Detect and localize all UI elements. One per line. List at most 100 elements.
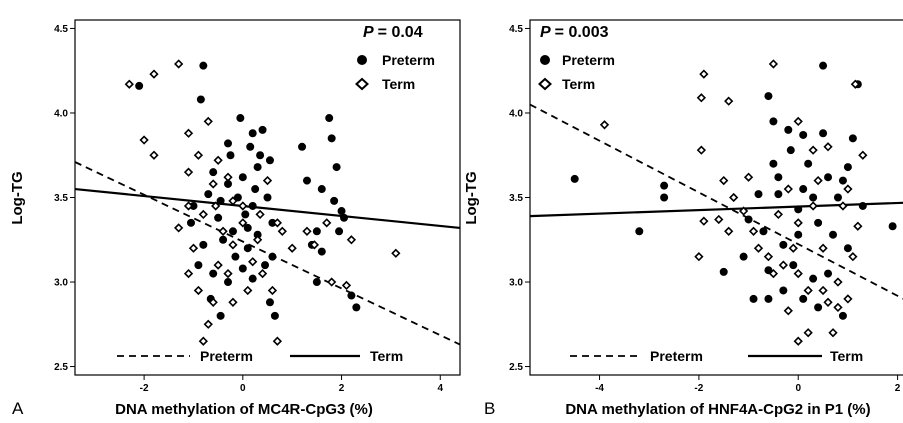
data-point-preterm-b bbox=[819, 129, 828, 138]
data-point-preterm-a bbox=[216, 196, 225, 205]
data-point-preterm-a bbox=[298, 142, 307, 151]
data-point-term-a bbox=[252, 235, 263, 245]
data-point-term-b bbox=[699, 216, 709, 226]
data-point-preterm-a bbox=[317, 247, 326, 256]
data-point-term-b bbox=[813, 175, 823, 186]
data-point-preterm-a bbox=[236, 114, 245, 123]
data-point-preterm-b bbox=[794, 230, 803, 239]
data-point-term-a bbox=[211, 201, 221, 211]
data-point-term-b bbox=[729, 192, 739, 203]
data-point-term-a bbox=[309, 240, 320, 250]
x-tick-label-b: -4 bbox=[595, 383, 604, 394]
y-tick-label-a: 4.0 bbox=[54, 108, 68, 119]
data-point-term-b bbox=[803, 328, 813, 338]
data-point-term-a bbox=[238, 201, 248, 211]
data-point-term-a bbox=[272, 218, 283, 228]
y-tick-label-b: 4.0 bbox=[509, 108, 523, 119]
data-point-preterm-a bbox=[332, 163, 341, 172]
data-point-preterm-b bbox=[754, 190, 763, 199]
data-point-preterm-b bbox=[719, 267, 728, 276]
x-axis-title-b: DNA methylation of HNF4A-CpG2 in P1 (%) bbox=[565, 401, 870, 418]
legend-bottom-preterm-b: Preterm bbox=[650, 348, 703, 364]
data-point-preterm-a bbox=[246, 142, 255, 151]
data-point-preterm-b bbox=[843, 244, 852, 253]
fit-lines-a bbox=[74, 161, 461, 346]
data-point-preterm-b bbox=[764, 92, 773, 101]
data-point-term-b bbox=[848, 252, 858, 262]
data-point-term-a bbox=[391, 248, 401, 258]
data-point-preterm-a bbox=[219, 235, 228, 244]
data-point-preterm-b bbox=[804, 159, 813, 168]
data-point-term-a bbox=[302, 226, 312, 236]
data-point-preterm-b bbox=[660, 193, 669, 202]
data-point-term-b bbox=[818, 285, 828, 296]
data-point-preterm-b bbox=[799, 185, 808, 194]
legend-marker-preterm-a bbox=[357, 55, 367, 65]
plot-frame-b bbox=[529, 19, 903, 376]
data-point-preterm-b bbox=[779, 240, 788, 249]
data-point-preterm-a bbox=[238, 264, 247, 273]
data-point-preterm-a bbox=[327, 134, 336, 143]
x-axis-ticks-a: -2 0 2 4 bbox=[140, 375, 443, 394]
data-point-term-b bbox=[793, 268, 803, 279]
data-point-preterm-b bbox=[809, 274, 818, 283]
data-point-term-b bbox=[748, 226, 759, 236]
data-point-term-b bbox=[853, 221, 863, 231]
data-point-term-a bbox=[327, 277, 337, 287]
data-point-preterm-b bbox=[749, 294, 758, 303]
data-point-term-a bbox=[183, 128, 194, 138]
legend-label-term-b: Term bbox=[562, 76, 595, 92]
data-point-preterm-a bbox=[194, 261, 203, 270]
fit-line-preterm-a bbox=[74, 161, 461, 346]
data-point-preterm-a bbox=[241, 210, 250, 219]
fit-line-term-b bbox=[529, 201, 903, 218]
data-point-term-a bbox=[346, 235, 357, 245]
data-point-term-a bbox=[149, 150, 159, 160]
y-tick-label-a: 4.5 bbox=[54, 24, 68, 35]
data-point-term-a bbox=[203, 116, 213, 127]
data-point-preterm-a bbox=[265, 156, 274, 165]
data-point-preterm-b bbox=[774, 190, 783, 199]
fit-lines-b bbox=[529, 103, 903, 300]
data-point-term-b bbox=[833, 302, 843, 313]
x-tick-label-b: 0 bbox=[795, 383, 801, 394]
data-point-term-a bbox=[124, 79, 134, 89]
data-point-preterm-b bbox=[843, 163, 852, 172]
data-point-preterm-b bbox=[784, 125, 793, 134]
p-value-text-a: = 0.04 bbox=[378, 24, 423, 41]
x-tick-label-a: 2 bbox=[339, 383, 345, 394]
data-point-preterm-b bbox=[744, 215, 753, 224]
y-tick-label-b: 4.5 bbox=[509, 24, 523, 35]
data-point-preterm-a bbox=[248, 274, 257, 283]
data-point-term-b bbox=[828, 328, 838, 338]
data-point-preterm-a bbox=[224, 139, 233, 148]
data-point-preterm-a bbox=[209, 269, 218, 278]
legend-marker-term-b bbox=[538, 77, 552, 91]
data-point-term-b bbox=[823, 297, 833, 307]
data-point-term-b bbox=[599, 120, 610, 130]
data-point-preterm-b bbox=[570, 174, 579, 183]
data-point-preterm-a bbox=[340, 213, 349, 222]
data-point-preterm-a bbox=[256, 151, 265, 160]
points-a bbox=[124, 59, 401, 346]
data-point-term-a bbox=[208, 179, 218, 189]
panel-b: 2.5 3.0 3.5 4.0 4.5 -4 -2 0 2 Log-TG DNA methyl… bbox=[463, 19, 903, 418]
data-point-term-a bbox=[174, 223, 184, 233]
data-point-preterm-b bbox=[824, 173, 833, 182]
data-point-term-a bbox=[255, 209, 265, 220]
data-point-preterm-a bbox=[209, 168, 218, 177]
data-point-preterm-a bbox=[261, 261, 270, 270]
data-point-term-a bbox=[228, 297, 238, 307]
data-point-term-a bbox=[277, 226, 287, 236]
data-point-term-b bbox=[738, 206, 749, 216]
data-point-term-a bbox=[262, 175, 273, 186]
y-tick-label-a: 2.5 bbox=[54, 362, 68, 373]
data-point-preterm-a bbox=[224, 179, 233, 188]
data-point-term-b bbox=[768, 268, 779, 279]
data-point-term-a bbox=[193, 150, 204, 160]
data-point-preterm-a bbox=[325, 114, 334, 123]
p-value-a: P = 0.04 bbox=[363, 24, 423, 41]
data-point-term-b bbox=[783, 306, 793, 316]
data-point-preterm-a bbox=[248, 201, 257, 210]
data-point-preterm-a bbox=[253, 230, 262, 239]
